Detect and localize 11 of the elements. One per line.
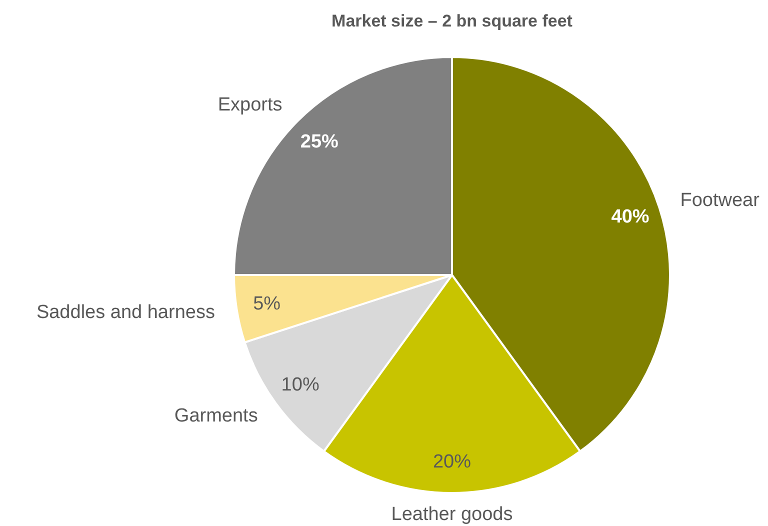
chart-title: Market size – 2 bn square feet [332, 12, 573, 31]
slice-label: Saddles and harness [36, 302, 215, 323]
slice-label: Exports [218, 94, 282, 116]
data-label: 20% [432, 452, 472, 473]
slice-label: Footwear [680, 190, 760, 212]
slice-label: Garments [174, 405, 258, 426]
data-label: 40% [611, 206, 650, 228]
data-label: 10% [281, 374, 320, 396]
data-label: 25% [300, 132, 339, 153]
slice-label: Leather goods [391, 504, 513, 526]
data-label: 5% [253, 294, 281, 315]
